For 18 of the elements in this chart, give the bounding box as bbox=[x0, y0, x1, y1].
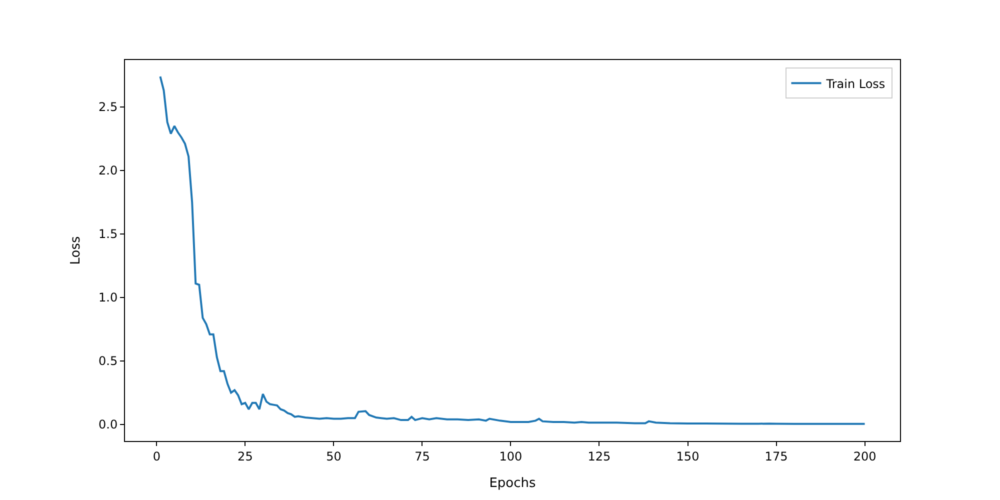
x-tick-label: 200 bbox=[853, 449, 876, 464]
y-tick-label: 2.0 bbox=[98, 164, 118, 178]
x-tick-label: 75 bbox=[414, 449, 430, 464]
x-tick-label: 50 bbox=[326, 449, 342, 464]
y-tick-label: 0.0 bbox=[98, 418, 118, 432]
y-tick-label: 1.0 bbox=[98, 290, 118, 305]
x-tick-label: 175 bbox=[764, 449, 788, 464]
y-tick-label: 1.5 bbox=[98, 227, 118, 242]
y-tick-label: 2.5 bbox=[98, 100, 118, 114]
x-tick-label: 125 bbox=[588, 449, 611, 464]
x-axis-title: Epochs bbox=[489, 476, 536, 491]
x-tick-label: 25 bbox=[238, 449, 253, 464]
y-tick-label: 0.5 bbox=[98, 354, 118, 368]
legend-label: Train Loss bbox=[825, 76, 886, 91]
x-tick-label: 0 bbox=[152, 449, 161, 464]
x-tick-label: 150 bbox=[676, 449, 700, 464]
x-tick-label: 100 bbox=[499, 449, 522, 464]
y-axis-title: Loss bbox=[68, 236, 84, 265]
